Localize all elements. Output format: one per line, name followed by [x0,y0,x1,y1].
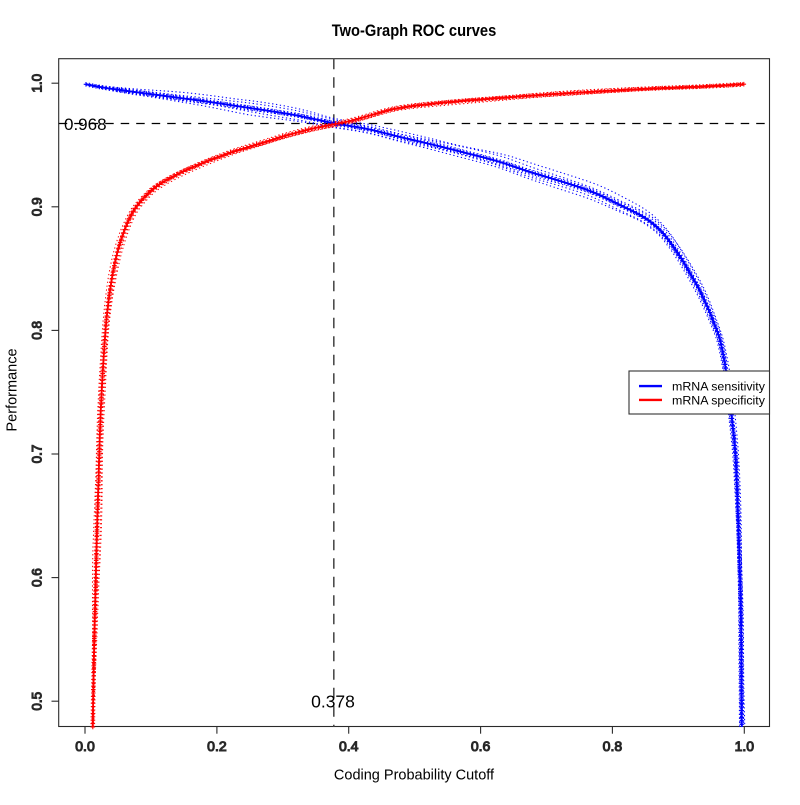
svg-text:mRNA sensitivity: mRNA sensitivity [672,380,766,394]
svg-text:0.6: 0.6 [30,568,45,587]
svg-text:0.8: 0.8 [30,321,45,340]
svg-text:0.6: 0.6 [471,738,491,754]
svg-text:Two-Graph ROC curves: Two-Graph ROC curves [332,21,497,40]
svg-text:0.2: 0.2 [207,738,227,754]
svg-text:0.4: 0.4 [339,738,359,754]
svg-text:Coding Probability Cutoff: Coding Probability Cutoff [334,768,495,784]
svg-text:Performance: Performance [5,348,21,431]
svg-text:0.0: 0.0 [75,738,95,754]
svg-text:0.968: 0.968 [64,115,107,134]
svg-text:0.7: 0.7 [30,445,45,464]
svg-text:mRNA specificity: mRNA specificity [672,393,766,407]
svg-text:1.0: 1.0 [735,738,755,754]
svg-text:0.378: 0.378 [311,692,355,712]
svg-text:0.8: 0.8 [603,738,623,754]
svg-text:1.0: 1.0 [30,74,45,93]
svg-text:0.5: 0.5 [30,692,45,711]
svg-text:0.9: 0.9 [30,197,45,216]
